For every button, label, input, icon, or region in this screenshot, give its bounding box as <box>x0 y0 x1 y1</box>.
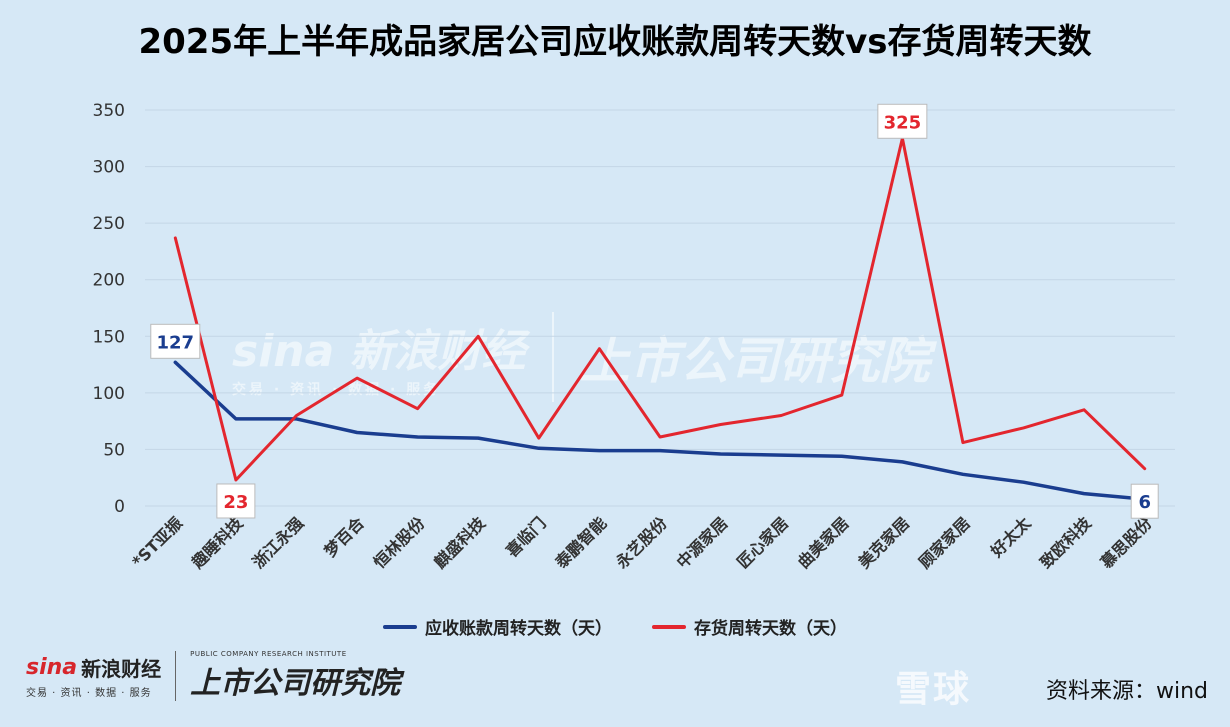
x-tick-label: 永艺股份 <box>611 513 671 573</box>
x-tick-label: 致欧科技 <box>1036 513 1095 572</box>
x-tick-label: 美克家居 <box>854 513 913 572</box>
data-label: 23 <box>223 492 248 513</box>
y-tick-label: 150 <box>93 327 125 347</box>
x-tick-label: *ST亚振 <box>128 513 186 571</box>
x-tick-label: 匠心家居 <box>733 513 792 572</box>
legend-label-receivable: 应收账款周转天数（天） <box>425 619 612 639</box>
data-label-box <box>877 103 928 139</box>
sina-logo-word: sina <box>26 655 78 680</box>
x-tick-label: 中源家居 <box>673 513 732 572</box>
x-tick-label: 慕思股份 <box>1096 513 1156 573</box>
series-line-inventory <box>173 136 1147 482</box>
x-tick-label: 泰鹏智能 <box>551 513 610 572</box>
x-tick-label: 浙江永强 <box>249 513 308 572</box>
data-label-box <box>150 323 201 359</box>
chart-title: 2025年上半年成品家居公司应收账款周转天数vs存货周转天数 <box>138 22 1092 62</box>
data-label-box <box>216 483 256 519</box>
company-logo-en: PUBLIC COMPANY RESEARCH INSTITUTE <box>190 650 347 658</box>
footer-logos: sina 新浪财经 交易 · 资讯 · 数据 · 服务 PUBLIC COMPA… <box>26 650 400 702</box>
legend-item-inventory: 存货周转天数（天） <box>652 614 847 639</box>
data-label-box <box>1130 483 1159 519</box>
legend-item-receivable: 应收账款周转天数（天） <box>383 614 612 639</box>
source-note: 资料来源：wind <box>1045 679 1208 704</box>
series-line-receivable <box>173 360 1147 501</box>
y-tick-label: 200 <box>93 271 125 291</box>
logo-divider <box>175 651 177 701</box>
data-label: 6 <box>1138 492 1151 513</box>
y-tick-label: 350 <box>93 101 125 121</box>
data-label: 127 <box>157 332 195 353</box>
legend-line-receivable <box>383 624 417 629</box>
sina-logo: sina 新浪财经 交易 · 资讯 · 数据 · 服务 <box>26 653 161 699</box>
company-logo-cn: 上市公司研究院 <box>190 666 401 701</box>
x-tick-label: 梦百合 <box>321 513 369 561</box>
xueqiu-watermark: 雪球 <box>895 669 972 710</box>
x-tick-label: 喜临门 <box>502 513 549 560</box>
x-tick-label: 趣睡科技 <box>187 513 247 573</box>
x-tick-label: 恒林股份 <box>370 513 429 572</box>
x-tick-label: 好太太 <box>986 513 1035 562</box>
x-tick-label: 顾家家居 <box>915 513 974 572</box>
legend-label-inventory: 存货周转天数（天） <box>694 619 847 639</box>
sina-logo-sub: 交易 · 资讯 · 数据 · 服务 <box>26 688 152 699</box>
y-tick-label: 300 <box>93 158 125 178</box>
y-tick-label: 50 <box>103 440 125 460</box>
company-logo: PUBLIC COMPANY RESEARCH INSTITUTE 上市公司研究… <box>190 650 400 702</box>
y-tick-label: 0 <box>114 497 125 517</box>
data-label: 325 <box>884 112 922 133</box>
y-tick-label: 100 <box>93 384 125 404</box>
x-tick-label: 麒盛科技 <box>430 513 489 572</box>
y-tick-label: 250 <box>93 214 125 234</box>
x-tick-label: 曲美家居 <box>794 513 853 572</box>
sina-logo-name: 新浪财经 <box>81 657 162 681</box>
legend-line-inventory <box>652 624 686 629</box>
legend: 应收账款周转天数（天） 存货周转天数（天） <box>0 614 1230 639</box>
